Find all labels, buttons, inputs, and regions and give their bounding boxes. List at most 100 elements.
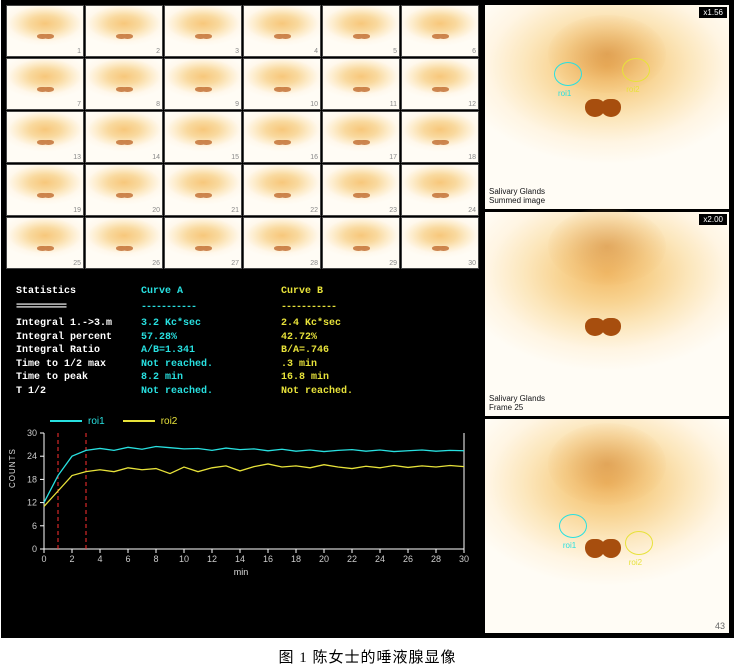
svg-text:30: 30 [459, 554, 469, 564]
frame-thumbnail[interactable]: 15 [164, 111, 242, 163]
thumbnail-number: 2 [156, 48, 160, 55]
frame-thumbnail[interactable]: 29 [322, 217, 400, 269]
roi-label: roi1 [563, 541, 576, 550]
stat-value-a: Not reached. [141, 385, 281, 399]
frame-thumbnail[interactable]: 9 [164, 58, 242, 110]
legend-swatch [50, 420, 82, 422]
frame-thumbnail[interactable]: 21 [164, 164, 242, 216]
thumbnail-number: 15 [231, 154, 239, 161]
stat-value-a: 3.2 Kc*sec [141, 317, 281, 331]
thumbnail-number: 6 [472, 48, 476, 55]
svg-text:24: 24 [27, 451, 37, 461]
stat-value-b: Not reached. [281, 385, 421, 399]
pane1-cap-line2: Summed image [489, 197, 545, 206]
frame-thumbnail[interactable]: 4 [243, 5, 321, 57]
thumbnail-number: 14 [152, 154, 160, 161]
stat-value-a: 8.2 min [141, 371, 281, 385]
pane1-caption: Salivary Glands Summed image [489, 188, 545, 206]
thumbnail-number: 7 [77, 101, 81, 108]
thumbnail-number: 19 [73, 207, 81, 214]
legend-label: roi2 [161, 416, 178, 427]
medical-viewer: 1234567891011121314151617181920212223242… [2, 1, 733, 637]
frame-thumbnail[interactable]: 3 [164, 5, 242, 57]
frame-thumbnail-grid: 1234567891011121314151617181920212223242… [6, 5, 482, 269]
stats-title-underline: ========== [16, 301, 141, 315]
thumbnail-number: 11 [390, 101, 397, 108]
scan-thyroid [585, 539, 605, 558]
frame-thumbnail[interactable]: 23 [322, 164, 400, 216]
thumbnail-number: 22 [310, 207, 318, 214]
frame-thumbnail[interactable]: 24 [401, 164, 479, 216]
frame-thumbnail[interactable]: 11 [322, 58, 400, 110]
stat-value-b: 2.4 Kc*sec [281, 317, 421, 331]
svg-text:6: 6 [125, 554, 130, 564]
frame-thumbnail[interactable]: 5 [322, 5, 400, 57]
frame-thumbnail[interactable]: 18 [401, 111, 479, 163]
frame-number: 43 [715, 621, 725, 631]
frame-thumbnail[interactable]: 7 [6, 58, 84, 110]
thumbnail-number: 9 [235, 101, 239, 108]
thumbnail-number: 26 [152, 260, 160, 267]
stat-value-b: B/A=.746 [281, 344, 421, 358]
frame-thumbnail[interactable]: 10 [243, 58, 321, 110]
frame-thumbnail[interactable]: 26 [85, 217, 163, 269]
roi-circle[interactable] [559, 514, 587, 538]
chart-xlabel: min [10, 567, 472, 577]
thumbnail-number: 24 [468, 207, 476, 214]
curve-a-underline: ----------- [141, 301, 281, 315]
svg-text:28: 28 [431, 554, 441, 564]
summed-image-pane[interactable]: x1.56 roi1roi2 Salivary Glands Summed im… [485, 5, 729, 209]
svg-text:18: 18 [27, 474, 37, 484]
svg-text:6: 6 [32, 520, 37, 530]
frame-thumbnail[interactable]: 27 [164, 217, 242, 269]
roi-image-pane[interactable]: roi1 roi2 43 [485, 419, 729, 633]
stats-title: Statistics [16, 285, 141, 299]
thumbnail-number: 28 [310, 260, 318, 267]
thumbnail-number: 8 [156, 101, 160, 108]
roi-label: roi2 [626, 85, 639, 94]
frame-thumbnail[interactable]: 8 [85, 58, 163, 110]
stat-label: Integral 1.->3.m [16, 317, 141, 331]
frame-thumbnail[interactable]: 14 [85, 111, 163, 163]
frame-thumbnail[interactable]: 16 [243, 111, 321, 163]
svg-text:20: 20 [319, 554, 329, 564]
legend-item: roi2 [123, 416, 178, 427]
curve-a-header: Curve A [141, 285, 281, 299]
stat-label: Integral Ratio [16, 344, 141, 358]
frame-thumbnail[interactable]: 28 [243, 217, 321, 269]
thumbnail-number: 25 [73, 260, 81, 267]
frame-thumbnail[interactable]: 30 [401, 217, 479, 269]
svg-text:30: 30 [27, 429, 37, 438]
legend-label: roi1 [88, 416, 105, 427]
stat-value-b: .3 min [281, 358, 421, 372]
thumbnail-number: 17 [389, 154, 397, 161]
figure-caption: 图 1 陈女士的唾液腺显像 [0, 646, 735, 667]
svg-text:12: 12 [207, 554, 217, 564]
frame-thumbnail[interactable]: 19 [6, 164, 84, 216]
svg-text:18: 18 [291, 554, 301, 564]
svg-text:14: 14 [235, 554, 245, 564]
roi-circle[interactable] [625, 531, 653, 555]
pane2-caption: Salivary Glands Frame 25 [489, 395, 545, 413]
stat-label: Integral percent [16, 331, 141, 345]
frame-thumbnail[interactable]: 1 [6, 5, 84, 57]
frame-thumbnail[interactable]: 25 [6, 217, 84, 269]
svg-text:2: 2 [69, 554, 74, 564]
frame-thumbnail[interactable]: 20 [85, 164, 163, 216]
frame-image-pane[interactable]: x2.00 Salivary Glands Frame 25 [485, 212, 729, 416]
frame-thumbnail[interactable]: 6 [401, 5, 479, 57]
curve-b-header: Curve B [281, 285, 421, 299]
frame-thumbnail[interactable]: 22 [243, 164, 321, 216]
frame-thumbnail[interactable]: 17 [322, 111, 400, 163]
stat-value-a: A/B=1.341 [141, 344, 281, 358]
roi-label: roi2 [629, 558, 642, 567]
curve-b-underline: ----------- [281, 301, 421, 315]
frame-thumbnail[interactable]: 12 [401, 58, 479, 110]
chart-svg: 0612182430024681012141618202224262830 [10, 429, 470, 567]
frame-thumbnail[interactable]: 2 [85, 5, 163, 57]
svg-text:10: 10 [179, 554, 189, 564]
svg-text:26: 26 [403, 554, 413, 564]
frame-thumbnail[interactable]: 13 [6, 111, 84, 163]
roi-label: roi1 [558, 89, 571, 98]
time-activity-chart: roi1roi2 COUNTS 061218243002468101214161… [6, 410, 476, 582]
